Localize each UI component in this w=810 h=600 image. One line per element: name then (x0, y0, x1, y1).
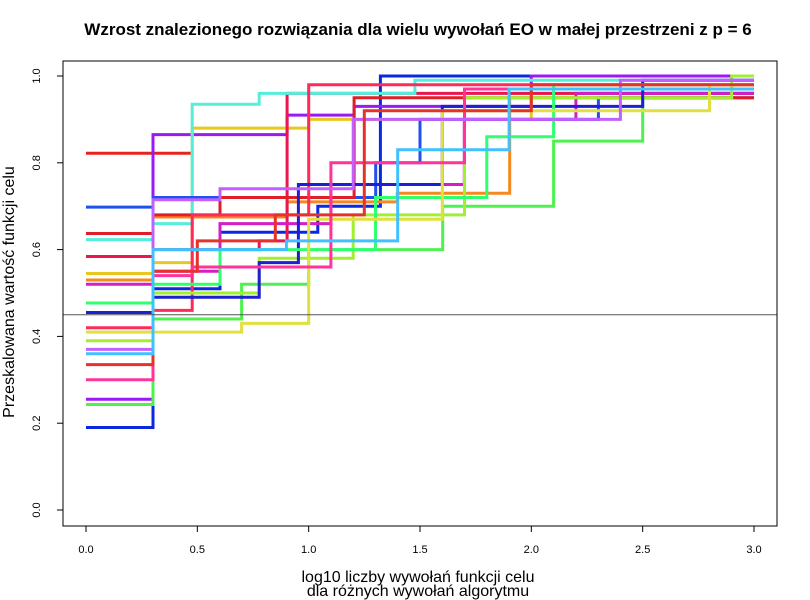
y-tick-label: 0.0 (31, 502, 43, 517)
y-tick-label: 0.2 (31, 416, 43, 431)
chart-title: Wzrost znalezionego rozwiązania dla wiel… (84, 20, 751, 39)
series-line-20 (86, 87, 754, 356)
series-line-7 (86, 91, 754, 258)
series-layer (86, 74, 754, 429)
series-line-13 (86, 74, 754, 343)
x-tick-label: 3.0 (746, 544, 761, 556)
x-axis-label-line1: log10 liczby wywołań funkcji celu (302, 569, 535, 586)
x-axis-label-line2: dla różnych wywołań algorytmu (307, 583, 529, 600)
x-axis: 0.0 0.5 1.0 1.5 2.0 2.5 3.0 (78, 525, 762, 556)
y-axis-label: Przeskalowana wartość funkcji celu (1, 166, 18, 418)
x-tick-label: 2.5 (635, 544, 650, 556)
x-tick-label: 1.0 (301, 544, 316, 556)
y-tick-label: 0.8 (31, 155, 43, 170)
x-tick-label: 1.5 (412, 544, 427, 556)
x-tick-label: 0.0 (78, 544, 93, 556)
y-tick-label: 0.6 (31, 242, 43, 257)
series-line-5 (86, 87, 754, 275)
x-tick-label: 0.5 (190, 544, 205, 556)
x-tick-label: 2.0 (524, 544, 539, 556)
y-tick-label: 1.0 (31, 68, 43, 83)
y-tick-label: 0.4 (31, 329, 43, 344)
y-axis: 0.0 0.2 0.4 0.6 0.8 1.0 (31, 68, 64, 518)
series-line-16 (86, 83, 754, 334)
